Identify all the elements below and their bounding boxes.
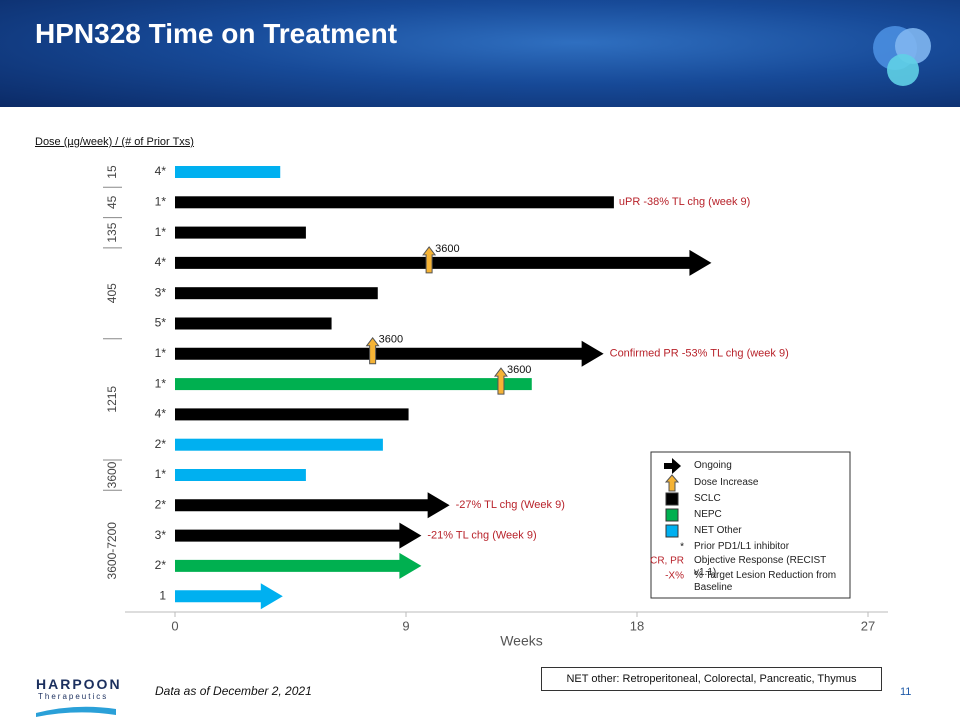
bar xyxy=(175,378,532,391)
page-number: 11 xyxy=(900,686,912,698)
legend-swatch xyxy=(665,492,679,506)
header-banner: HPN328 Time on Treatment xyxy=(0,0,960,107)
y-tick-label: 3* xyxy=(155,285,167,299)
legend-box xyxy=(650,451,851,599)
bar xyxy=(175,438,383,451)
protein-graphic xyxy=(873,26,931,86)
response-annotation: -27% TL chg (Week 9) xyxy=(456,499,565,511)
logo-wave xyxy=(36,706,116,717)
bar xyxy=(175,226,306,239)
y-tick-label: 2* xyxy=(155,437,167,451)
legend-label: Ongoing xyxy=(694,460,732,471)
x-axis-title: Weeks xyxy=(500,633,543,649)
bar xyxy=(175,196,614,209)
dose-group-label: 15 xyxy=(105,165,119,179)
legend-swatch xyxy=(665,508,679,522)
bar-ongoing xyxy=(175,340,604,367)
legend-symbol: -X% xyxy=(665,571,684,582)
dose-increase-marker xyxy=(365,336,380,365)
bar-ongoing xyxy=(175,522,422,549)
dose-increase-marker xyxy=(493,367,508,395)
footnote-box: NET other: Retroperitoneal, Colorectal, … xyxy=(541,667,882,691)
bar-ongoing xyxy=(175,583,283,610)
bar-ongoing xyxy=(175,492,450,519)
bar xyxy=(175,469,306,481)
y-tick-label: 2* xyxy=(155,497,167,511)
dose-group-label: 45 xyxy=(105,195,119,209)
y-axis-title: Dose (µg/week) / (# of Prior Txs) xyxy=(35,136,194,148)
bar xyxy=(175,287,378,300)
dose-group-label: 135 xyxy=(105,222,119,242)
y-tick-label: 5* xyxy=(155,316,167,330)
legend-label: NEPC xyxy=(694,509,722,520)
y-tick-label: 1 xyxy=(159,588,166,602)
y-tick-label: 1* xyxy=(155,346,167,360)
response-annotation: Confirmed PR -53% TL chg (week 9) xyxy=(610,348,789,360)
x-tick-label: 18 xyxy=(630,618,644,633)
legend-label: SCLC xyxy=(694,493,721,504)
y-tick-label: 4* xyxy=(155,164,167,178)
legend-ongoing-icon xyxy=(664,458,681,474)
legend-symbol: CR, PR xyxy=(650,556,684,567)
legend-label: Prior PD1/L1 inhibitor xyxy=(694,541,790,552)
bar xyxy=(175,166,281,178)
dose-group-label: 3600-7200 xyxy=(105,522,119,580)
response-annotation: uPR -38% TL chg (week 9) xyxy=(619,196,750,208)
y-tick-label: 1* xyxy=(155,376,167,390)
legend-label: Dose Increase xyxy=(694,477,759,488)
slide-title: HPN328 Time on Treatment xyxy=(35,18,398,49)
response-annotation: -21% TL chg (Week 9) xyxy=(427,530,536,542)
y-tick-label: 3* xyxy=(155,528,167,542)
data-date: Data as of December 2, 2021 xyxy=(155,684,312,698)
y-tick-label: 1* xyxy=(155,225,167,239)
legend-label: NET Other xyxy=(694,525,742,536)
x-tick-label: 27 xyxy=(861,618,875,633)
x-tick-label: 9 xyxy=(402,618,409,633)
y-tick-label: 4* xyxy=(155,407,167,421)
y-tick-label: 1* xyxy=(155,467,167,481)
bar-ongoing xyxy=(175,552,422,579)
logo: HARPOON xyxy=(36,676,122,692)
legend-swatch xyxy=(665,524,679,538)
y-tick-label: 4* xyxy=(155,255,167,269)
dose-group-label: 1215 xyxy=(105,386,119,413)
legend-symbol: * xyxy=(680,542,684,553)
dose-increase-label: 3600 xyxy=(435,243,459,255)
legend-dose-icon xyxy=(664,474,680,492)
bar xyxy=(175,317,332,330)
bar xyxy=(175,408,409,421)
dose-increase-label: 3600 xyxy=(507,364,531,376)
x-tick-label: 0 xyxy=(171,618,178,633)
legend-label: % Target Lesion Reduction from Baseline xyxy=(694,570,837,593)
dose-group-label: 405 xyxy=(105,283,119,303)
legend-label: Objective Response (RECIST v1.1) xyxy=(694,555,827,578)
y-tick-label: 1* xyxy=(155,194,167,208)
logo-subtitle: Therapeutics xyxy=(38,692,109,701)
bar-ongoing xyxy=(175,249,712,276)
y-tick-label: 2* xyxy=(155,558,167,572)
dose-group-label: 3600 xyxy=(105,461,119,488)
dose-increase-marker xyxy=(422,246,437,274)
dose-increase-label: 3600 xyxy=(379,334,403,346)
